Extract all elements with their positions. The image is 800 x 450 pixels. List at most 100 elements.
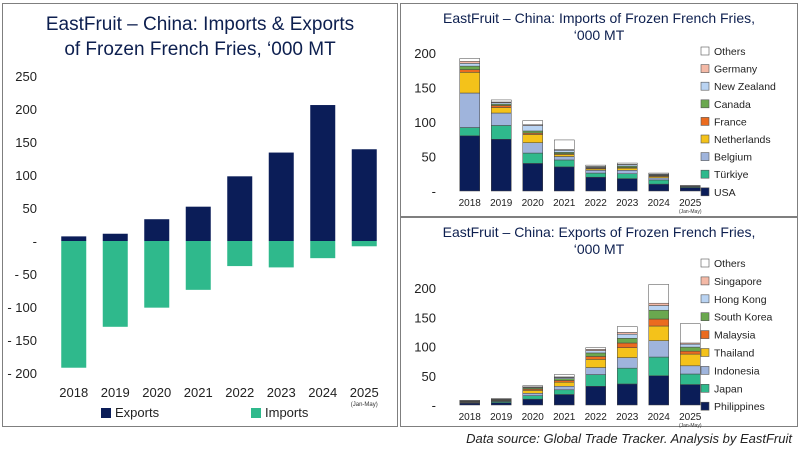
bar-exports-2025 [351,149,377,241]
y-tick-label: 250 [15,69,37,84]
bar-segment-thailand-2021 [554,381,575,387]
bar-segment-philippines-2022 [585,386,606,406]
x-tick-label: 2019 [101,385,130,400]
bar-segment-japan-2023 [617,367,638,385]
legend-label-exports: Exports [115,405,160,420]
bar-segment-philippines-2025 [680,384,701,406]
bar-exports-2021 [185,206,211,241]
bar-segment-hong-kong-2023 [617,333,638,339]
bar-segment-others-2023 [617,326,638,333]
bar-exports-2019 [102,233,128,241]
bar-segment-usa-2025 [680,187,701,192]
bar-imports-2018 [61,241,87,368]
bar-segment-others-2020 [522,120,543,126]
bar-segment-türkiye-2019 [491,125,512,140]
legend-swatch-japan [700,384,710,393]
legend-swatch-belgium [700,152,710,161]
x-tick-label: 2022 [225,385,254,400]
bar-exports-2023 [268,152,294,241]
x-tick-label: 2018 [459,198,482,209]
bar-segment-netherlands-2019 [491,107,512,114]
bar-segment-canada-2018 [459,65,480,70]
x-tick-note: (Jan-May) [679,209,702,215]
legend-label-others: Others [714,258,746,270]
y-tick-label: 150 [414,310,436,325]
y-tick-label: - [432,184,436,199]
x-tick-label: 2021 [553,412,576,423]
main-chart-title-line1: EastFruit – China: Imports & Exports [45,14,355,35]
y-tick-label: - 50 [15,267,37,282]
bar-exports-2018 [61,236,87,241]
legend-swatch-others [700,258,710,268]
bar-segment-philippines-2019 [491,402,512,406]
bar-segment-malaysia-2025 [680,350,701,355]
x-tick-label: 2025 [350,385,379,400]
bar-segment-malaysia-2024 [648,318,669,327]
y-tick-label: - [432,398,436,413]
bar-imports-2021 [185,241,211,290]
exports-chart-title-line2: ‘000 MT [573,241,625,257]
legend-label-japan: Japan [714,383,743,395]
legend-label-usa: USA [714,187,736,199]
x-tick-label: 2023 [267,385,296,400]
bar-segment-netherlands-2021 [554,154,575,157]
y-tick-label: 150 [15,135,37,150]
imports-chart-panel: EastFruit – China: Imports of Frozen Fre… [400,3,798,217]
bar-segment-others-2020 [522,385,543,388]
bar-segment-indonesia-2024 [648,340,669,358]
bar-segment-philippines-2018 [459,402,480,406]
legend-swatch-hong-kong [700,294,710,304]
data-source-note: Data source: Global Trade Tracker. Analy… [466,431,792,446]
y-tick-label: 50 [422,150,436,165]
legend-swatch-new-zealand [700,81,710,91]
bar-segment-others-2024 [648,172,669,175]
bar-segment-south-korea-2022 [585,352,606,357]
bar-imports-2023 [268,241,294,268]
bar-segment-others-2019 [491,99,512,103]
bar-segment-netherlands-2018 [459,72,480,94]
bar-segment-south-korea-2023 [617,338,638,344]
main-chart-title-line2: of Frozen French Fries, ‘000 MT [64,39,336,60]
bar-segment-usa-2019 [491,139,512,192]
y-tick-label: 50 [422,369,436,384]
bar-segment-netherlands-2020 [522,134,543,143]
x-tick-note: (Jan-May) [679,423,702,429]
bar-segment-japan-2025 [680,373,701,385]
bar-imports-2025 [351,241,377,247]
legend-swatch-singapore [700,276,710,286]
legend-label-indonesia: Indonesia [714,365,760,377]
bar-segment-türkiye-2023 [617,173,638,179]
bar-imports-2024 [310,241,336,259]
legend-label-türkiye: Türkiye [714,169,749,181]
legend-swatch-france [700,117,710,126]
y-tick-label: - 150 [7,333,37,348]
bar-exports-2022 [227,176,253,241]
x-tick-label: 2019 [490,198,513,209]
bar-segment-usa-2023 [617,178,638,192]
imports-chart-svg: 200 150 100 50 - 2018 2019 2020 2021 2022 2023 2024… [414,46,776,215]
main-chart-panel: EastFruit – China: Imports & Exports of … [2,3,398,427]
x-tick-label: 2021 [184,385,213,400]
bar-segment-belgium-2020 [522,142,543,154]
bar-segment-indonesia-2025 [680,365,701,375]
bar-segment-belgium-2022 [585,170,606,174]
bar-segment-thailand-2024 [648,325,669,341]
bar-segment-hong-kong-2025 [680,343,701,348]
x-tick-label: 2024 [648,412,671,423]
bar-imports-2019 [102,241,128,327]
bar-segment-philippines-2024 [648,375,669,406]
bar-segment-new-zealand-2018 [459,63,480,67]
legend-swatch-usa [700,187,710,197]
bar-segment-japan-2020 [522,395,543,400]
bar-segment-others-2019 [491,398,512,400]
bar-segment-japan-2022 [585,374,606,387]
bar-segment-new-zealand-2020 [522,125,543,132]
legend-label-singapore: Singapore [714,276,762,288]
legend-label-malaysia: Malaysia [714,330,756,342]
legend-label-south-korea: South Korea [714,312,773,324]
imports-chart-title-line1: EastFruit – China: Imports of Frozen Fre… [443,10,755,26]
legend-swatch-malaysia [700,330,710,339]
legend-label-germany: Germany [714,64,758,76]
x-tick-label: 2023 [616,198,639,209]
x-tick-label: 2024 [308,385,337,400]
